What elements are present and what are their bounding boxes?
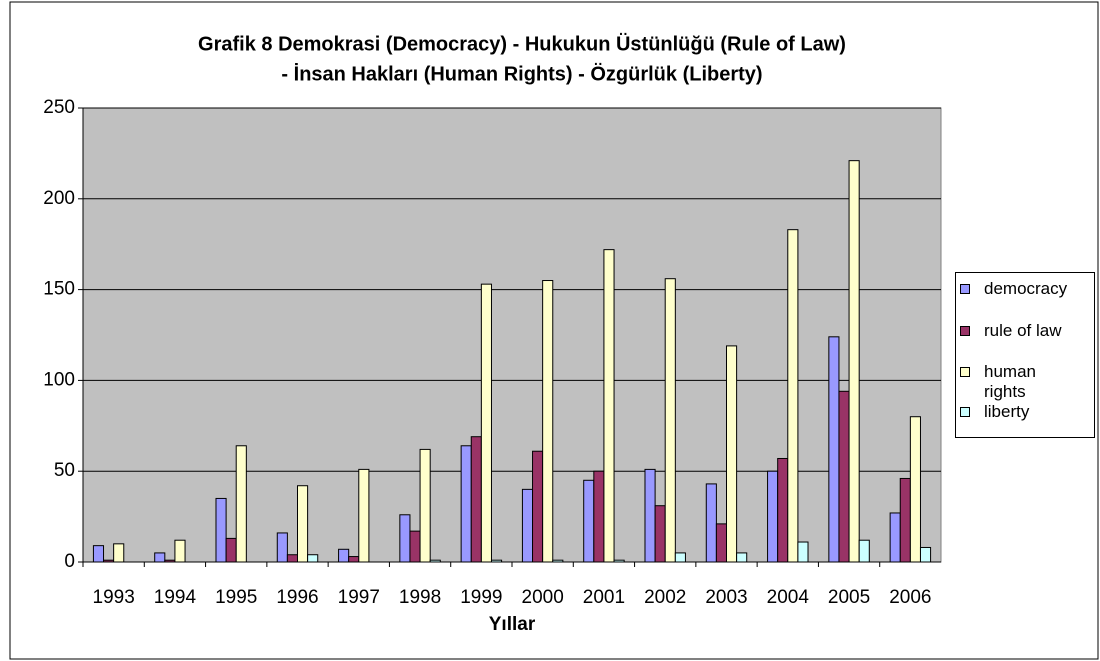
bar [889,512,901,563]
legend-swatch [960,326,970,336]
y-tick-label: 150 [43,279,75,300]
bar [726,345,738,563]
bar [470,436,482,563]
bar [542,280,554,563]
legend-label: rule of law [984,321,1062,340]
x-tick-label: 1997 [338,587,380,608]
bar [154,552,166,563]
bar [644,468,656,563]
x-tick-label: 2004 [767,587,810,608]
bar [715,523,728,563]
x-tick-label: 1999 [460,587,502,608]
bar [828,336,840,563]
bar [532,450,544,563]
bar [174,539,186,563]
bar [297,485,309,563]
bar [654,505,666,563]
bar [787,229,799,563]
x-tick-label: 2001 [583,587,625,608]
bar [460,445,472,563]
x-tick-label: 2002 [644,587,686,608]
bar [777,457,789,563]
bar [113,543,125,563]
legend-swatch [960,367,970,377]
legend-swatch [960,407,970,417]
bar [797,541,809,563]
x-tick-label: 2005 [828,587,870,608]
y-tick-label: 100 [43,369,75,390]
bar [613,559,625,563]
bar [674,552,686,563]
bar [490,559,503,563]
bar [225,537,237,563]
y-tick-label: 50 [54,460,75,481]
bar [92,545,105,563]
bar [919,546,932,563]
x-tick-label: 2000 [522,587,564,608]
x-tick-label: 1998 [399,587,441,608]
bar [593,470,605,563]
x-tick-label: 1995 [215,587,257,608]
bar [409,530,421,563]
bar [858,539,870,563]
chart-title: Grafik 8 Demokrasi (Democracy) - Hukukun… [198,32,846,55]
legend-label: democracy [984,279,1068,298]
bar [286,554,298,563]
x-tick-label: 2003 [705,587,747,608]
bar [848,160,860,563]
chart-title: - İnsan Hakları (Human Rights) - Özgürlü… [281,62,762,85]
bar [583,479,595,563]
legend: democracy rule of law human rights liberty [955,272,1095,438]
bar [521,488,534,563]
bar [358,468,370,563]
bar [838,390,850,563]
legend-label: human rights [984,362,1036,401]
bar [164,559,176,563]
plot-area [82,107,942,563]
bar [552,559,564,563]
legend-label: liberty [984,402,1030,421]
bar [338,548,350,563]
bar [705,483,717,563]
bar [348,556,360,563]
x-tick-label: 2006 [889,587,931,608]
x-tick-label: 1994 [154,587,197,608]
x-axis-label: Yıllar [489,614,536,635]
y-tick-label: 200 [43,188,75,209]
bar [429,559,441,563]
y-tick-label: 0 [64,551,75,572]
bar [103,559,115,563]
legend-swatch [960,284,970,294]
bar [767,470,779,563]
bar [419,448,431,563]
x-tick-label: 1993 [93,587,135,608]
bar [736,552,748,563]
bar [276,532,288,563]
bar [215,497,227,563]
bar [603,249,615,563]
bar [909,416,921,563]
bar [235,445,247,563]
bar [664,278,676,563]
bar [899,477,911,563]
bar [399,514,411,563]
bar [307,554,319,563]
x-tick-label: 1996 [276,587,318,608]
y-tick-label: 250 [43,97,75,118]
bar [480,283,492,563]
